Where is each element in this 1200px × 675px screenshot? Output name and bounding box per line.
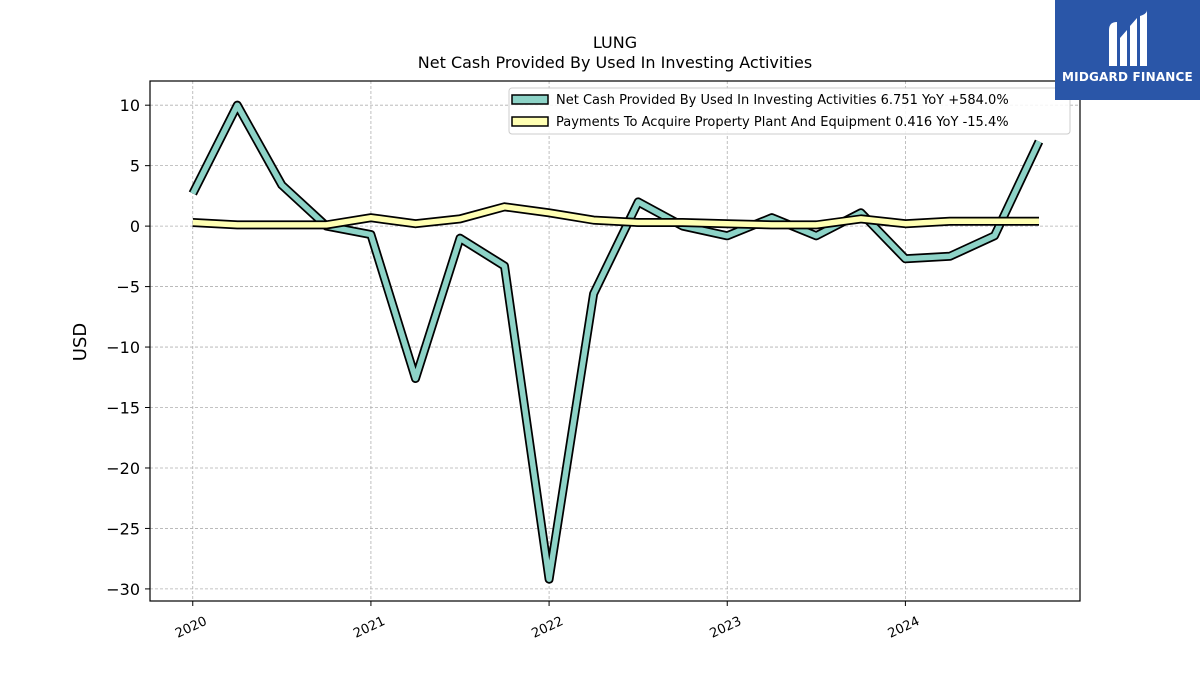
y-tick-label: −25 [106,519,140,538]
chart-title: LUNG [593,33,637,52]
legend: Net Cash Provided By Used In Investing A… [508,87,1071,135]
y-tick-label: −20 [106,459,140,478]
y-tick-label: −5 [116,278,140,297]
logo-text: MIDGARD FINANCE [1062,70,1193,84]
legend-box [508,87,1071,135]
series-outline-net-cash [188,100,1044,584]
y-tick-label: −30 [106,580,140,599]
x-tick-label: 2022 [529,614,565,642]
grid [150,81,1080,601]
x-tick-label: 2020 [173,614,209,642]
series-line-net-cash [190,102,1042,582]
y-tick-label: 0 [130,217,140,236]
series-group [188,100,1044,584]
y-tick-label: 10 [120,96,140,115]
y-tick-label: −15 [106,399,140,418]
legend-swatch-payments-ppe [511,116,549,127]
legend-label-net-cash: Net Cash Provided By Used In Investing A… [556,93,1009,108]
plot-frame [149,80,1081,602]
chart-subtitle: Net Cash Provided By Used In Investing A… [418,53,812,72]
legend-swatch-net-cash [511,94,549,105]
legend-label-payments-ppe: Payments To Acquire Property Plant And E… [556,115,1009,130]
x-tick-label: 2021 [351,614,387,642]
x-tick-label: 2023 [708,614,744,642]
series-line-payments-ppe [192,204,1039,228]
x-tick-label: 2024 [886,614,922,642]
y-axis-label: USD [70,323,91,361]
y-tick-label: −10 [106,338,140,357]
axis-ticks: 10 5 0 −5 −10 −15 −20 −25 −30 2020 2021 2022 2023 202… [106,96,922,641]
midgard-finance-logo: MIDGARD FINANCE [1055,0,1200,100]
y-tick-label: 5 [130,157,140,176]
midgard-logo-mark-icon [1109,10,1147,66]
